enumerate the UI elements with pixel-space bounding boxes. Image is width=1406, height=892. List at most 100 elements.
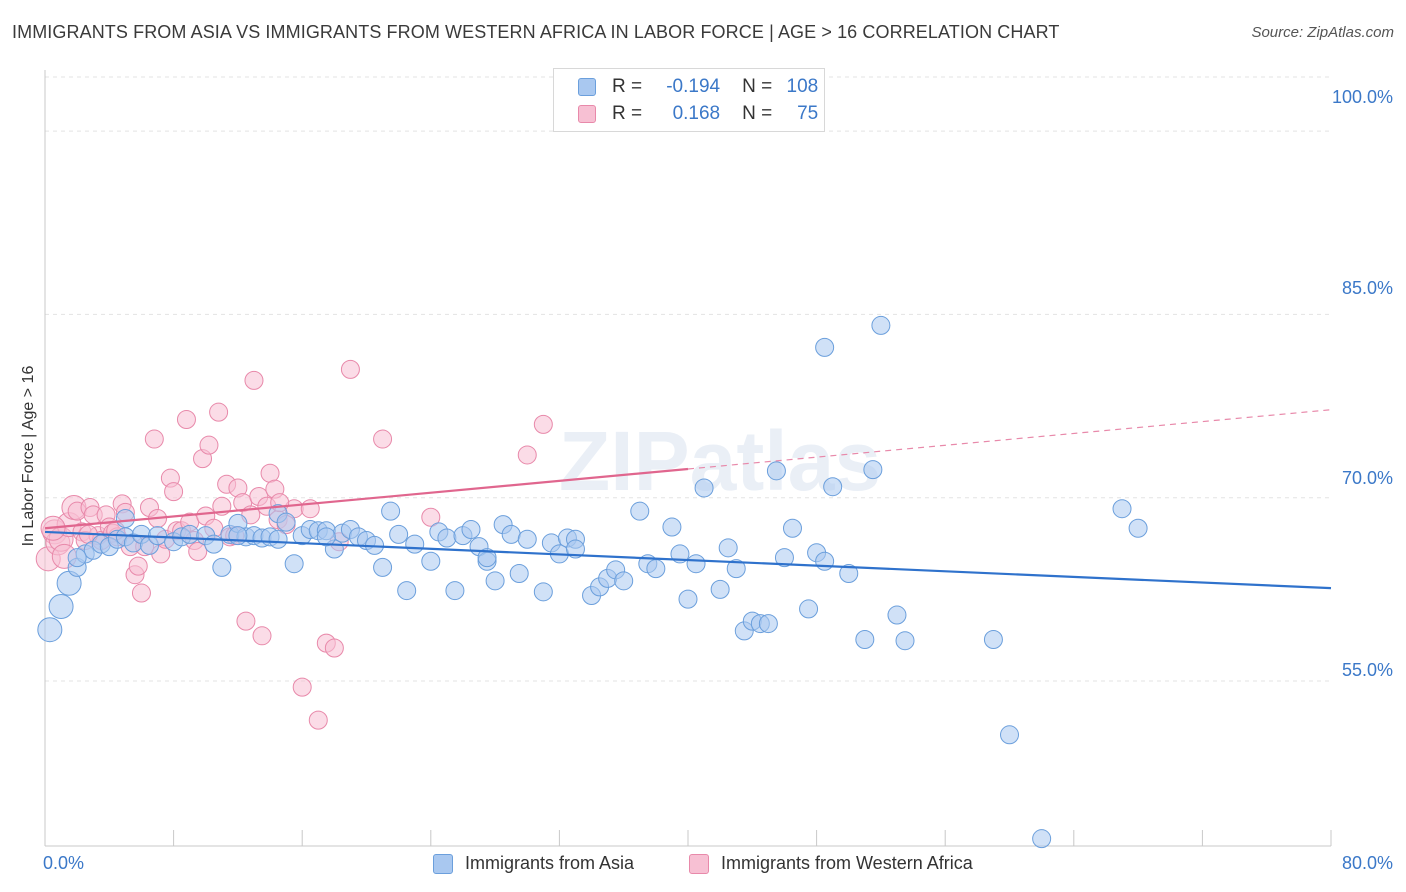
asia-point [485, 571, 505, 591]
trend-lines [44, 409, 1332, 590]
wafrica-trend-line [44, 467, 689, 530]
legend-row-asia: R = -0.194 N = 108 [578, 74, 818, 100]
legend-row-wafrica: R = 0.168 N = 75 [578, 101, 818, 127]
asia-point [614, 571, 634, 591]
wafrica-point [199, 435, 219, 455]
wafrica-r-value: 0.168 [672, 103, 721, 124]
wafrica-point [421, 507, 441, 527]
wafrica-point [252, 626, 272, 646]
legend-item-asia[interactable]: Immigrants from Asia [433, 853, 634, 874]
asia-point [212, 557, 232, 577]
wafrica-point [176, 410, 196, 430]
asia-point [646, 559, 666, 579]
wafrica-point [324, 638, 344, 658]
r-label: R = [612, 103, 643, 124]
asia-point [180, 524, 200, 544]
asia-point [565, 539, 585, 559]
asia-point [421, 551, 441, 571]
bottom-legend: Immigrants from Asia Immigrants from Wes… [0, 851, 1406, 879]
r-label: R = [612, 76, 643, 97]
asia-point [983, 629, 1003, 649]
asia-point [823, 477, 843, 497]
y-tick-70: 70.0% [1341, 468, 1393, 488]
asia-point [630, 501, 650, 521]
asia-point [1000, 725, 1019, 745]
asia-point [509, 563, 529, 583]
source-label: Source: ZipAtlas.com [1251, 24, 1394, 41]
wafrica-point [131, 583, 151, 603]
asia-point [686, 554, 706, 574]
asia-point [774, 548, 794, 568]
asia-point [855, 629, 875, 649]
wafrica-point [340, 359, 360, 379]
asia-point [373, 557, 393, 577]
chart-title: IMMIGRANTS FROM ASIA VS IMMIGRANTS FROM … [12, 22, 1060, 42]
asia-r-value: -0.194 [666, 76, 721, 97]
y-tick-85: 85.0% [1341, 278, 1393, 298]
asia-point [726, 559, 746, 579]
asia-point [662, 517, 682, 537]
wafrica-point [164, 482, 184, 502]
wafrica-legend-swatch [689, 853, 709, 874]
wafrica-point [308, 710, 328, 730]
asia-point [276, 512, 296, 532]
asia-point [115, 508, 135, 528]
asia-point [67, 548, 87, 568]
wafrica-n-value: 75 [797, 103, 819, 124]
asia-legend-label: Immigrants from Asia [465, 853, 635, 873]
wafrica-swatch [578, 105, 596, 123]
y-tick-100: 100.0% [1331, 87, 1393, 107]
wafrica-point [209, 402, 229, 422]
stats-legend: R = -0.194 N = 108 R = 0.168 N = 75 [553, 68, 825, 132]
asia-point [718, 538, 738, 558]
asia-n-value: 108 [786, 76, 819, 97]
asia-point [1032, 829, 1052, 849]
asia-point [284, 554, 304, 574]
asia-point [815, 337, 835, 357]
wafrica-point [373, 429, 393, 449]
asia-point [1112, 499, 1132, 519]
asia-point [437, 528, 457, 548]
asia-point [871, 315, 891, 335]
asia-point [887, 605, 907, 625]
asia-point [517, 529, 537, 549]
y-tick-55: 55.0% [1341, 660, 1393, 680]
asia-point [48, 593, 74, 619]
wafrica-point [533, 414, 553, 434]
wafrica-point [517, 445, 537, 465]
asia-point [405, 534, 425, 554]
axes [44, 70, 1332, 847]
y-axis-label: In Labor Force | Age > 16 [20, 365, 37, 547]
asia-point [533, 582, 553, 602]
asia-point [863, 460, 883, 480]
wafrica-point [244, 370, 264, 390]
asia-swatch [578, 78, 596, 96]
asia-point [895, 631, 915, 651]
asia-point [694, 478, 714, 498]
asia-point [799, 599, 819, 619]
wafrica-point [260, 463, 280, 483]
asia-point [381, 501, 401, 521]
asia-point [228, 526, 248, 546]
wafrica-point [236, 611, 256, 631]
wafrica-point [188, 541, 208, 561]
asia-point [477, 548, 497, 568]
asia-legend-swatch [433, 853, 453, 874]
legend-item-wafrica[interactable]: Immigrants from Western Africa [689, 853, 973, 874]
asia-points [37, 315, 1148, 849]
asia-point [445, 581, 465, 601]
asia-point [461, 519, 481, 539]
wafrica-point [144, 429, 164, 449]
wafrica-trend-dashed [687, 409, 1332, 470]
asia-point [815, 551, 835, 571]
asia-trend-line [44, 530, 1332, 590]
wafrica-legend-label: Immigrants from Western Africa [721, 853, 973, 873]
n-label: N = [742, 76, 773, 97]
asia-point [37, 617, 63, 643]
asia-point [389, 524, 409, 544]
asia-point [397, 581, 417, 601]
asia-point [678, 589, 698, 609]
x-tick-min: 0.0% [43, 853, 85, 873]
asia-point [501, 524, 521, 544]
